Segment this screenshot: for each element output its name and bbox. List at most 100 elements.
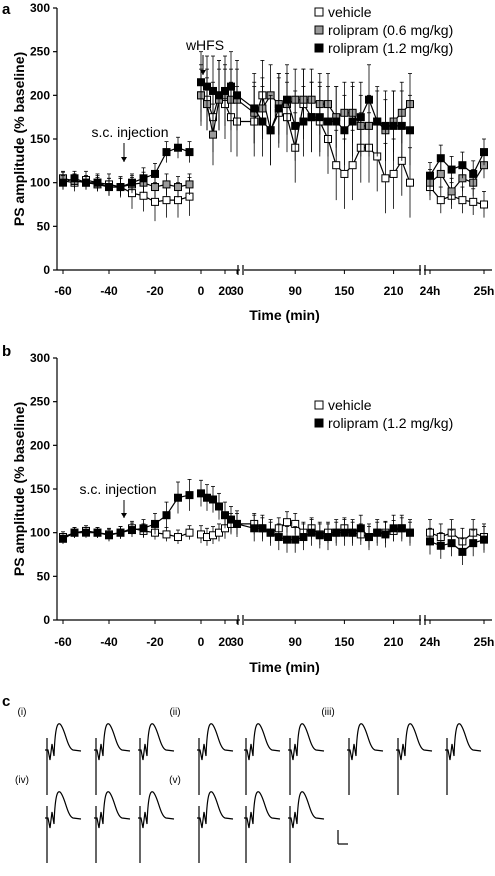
- y-tick-label: 300: [30, 351, 50, 365]
- sample-traces: (i) (ii) (iii) (iv) (v): [15, 707, 482, 863]
- y-tick-label: 0: [43, 263, 50, 277]
- y-tick-label: 50: [37, 219, 51, 233]
- data-point: [365, 95, 373, 104]
- legend-label: vehicle: [328, 4, 372, 20]
- trace: [244, 723, 281, 795]
- data-point: [426, 171, 434, 180]
- data-point: [266, 126, 275, 135]
- data-point: [70, 174, 79, 183]
- series-line: [200, 93, 411, 183]
- data-point: [324, 533, 332, 542]
- legend-label: vehicle: [328, 397, 372, 413]
- trace: [94, 723, 131, 795]
- data-point: [447, 539, 456, 548]
- trace: [138, 791, 175, 863]
- data-point: [151, 169, 159, 178]
- y-tick-label: 100: [30, 176, 50, 190]
- data-point: [356, 113, 365, 122]
- x-tick-label: 150: [334, 284, 354, 298]
- panel-label-a: a: [2, 1, 11, 18]
- x-tick-label: 25h: [474, 284, 495, 298]
- arrow-head: [121, 513, 127, 518]
- data-point: [162, 180, 171, 189]
- trace-waveform: [197, 791, 234, 829]
- series-line: [62, 494, 190, 540]
- data-point: [250, 104, 259, 113]
- data-point: [373, 528, 382, 537]
- y-tick-label: 0: [43, 613, 50, 627]
- annotation-injection: s.c. injection: [91, 124, 168, 140]
- series-line: [62, 179, 190, 203]
- trace: [138, 723, 175, 795]
- data-point: [381, 174, 390, 183]
- trace: [45, 723, 82, 795]
- data-point: [185, 180, 194, 189]
- data-point: [426, 537, 434, 546]
- data-point: [93, 178, 102, 187]
- y-tick-label: 200: [30, 88, 50, 102]
- data-point: [389, 524, 398, 533]
- x-tick-label: -20: [146, 284, 164, 298]
- data-point: [397, 524, 406, 533]
- data-point: [197, 78, 205, 87]
- trace: [94, 791, 131, 863]
- trace: [347, 723, 384, 795]
- data-point: [307, 113, 316, 122]
- trace-waveform: [45, 723, 82, 761]
- data-point: [70, 528, 79, 537]
- trace: [197, 723, 234, 795]
- legend-marker: [314, 7, 324, 17]
- data-point: [215, 528, 223, 537]
- trace-waveform: [138, 791, 175, 829]
- data-point: [215, 91, 223, 100]
- y-tick-label: 150: [30, 482, 50, 496]
- legend-marker: [314, 43, 324, 53]
- panel-label-c: c: [2, 693, 10, 710]
- legend-marker: [314, 400, 324, 410]
- trace: [45, 791, 82, 863]
- y-tick-label: 50: [37, 569, 51, 583]
- x-tick-label: -40: [100, 635, 118, 649]
- data-point: [185, 491, 194, 500]
- data-point: [221, 86, 229, 95]
- data-point: [185, 528, 194, 537]
- series-line: [62, 147, 190, 188]
- trace-waveform: [445, 723, 482, 761]
- data-point: [447, 165, 456, 174]
- data-point: [258, 117, 267, 126]
- annotation-whfs: wHFS: [185, 37, 224, 53]
- x-tick-label: 210: [384, 635, 404, 649]
- arrow-head: [121, 157, 127, 162]
- data-point: [340, 169, 349, 178]
- data-point: [469, 539, 478, 548]
- data-point: [365, 533, 373, 542]
- trace-waveform: [244, 723, 281, 761]
- data-point: [469, 197, 478, 206]
- data-point: [93, 528, 102, 537]
- data-point: [480, 148, 488, 157]
- data-point: [116, 183, 125, 192]
- data-point: [381, 121, 390, 130]
- trace-waveform: [197, 723, 234, 761]
- annotation-injection: s.c. injection: [79, 481, 156, 497]
- data-point: [185, 148, 194, 157]
- trace-group-label: (v): [169, 775, 181, 786]
- data-point: [447, 187, 456, 196]
- trace: [288, 723, 325, 795]
- y-tick-label: 100: [30, 526, 50, 540]
- x-tick-label: 24h: [420, 284, 441, 298]
- data-point: [274, 104, 283, 113]
- data-point: [373, 117, 382, 126]
- trace: [244, 791, 281, 863]
- x-tick-label: -40: [100, 284, 118, 298]
- legend-marker: [314, 418, 324, 428]
- data-point: [151, 519, 159, 528]
- x-tick-label: -20: [146, 635, 164, 649]
- data-point: [436, 196, 445, 205]
- data-point: [174, 143, 182, 152]
- data-point: [250, 524, 259, 533]
- data-point: [291, 121, 300, 130]
- x-tick-label: 0: [198, 284, 205, 298]
- data-point: [406, 178, 414, 187]
